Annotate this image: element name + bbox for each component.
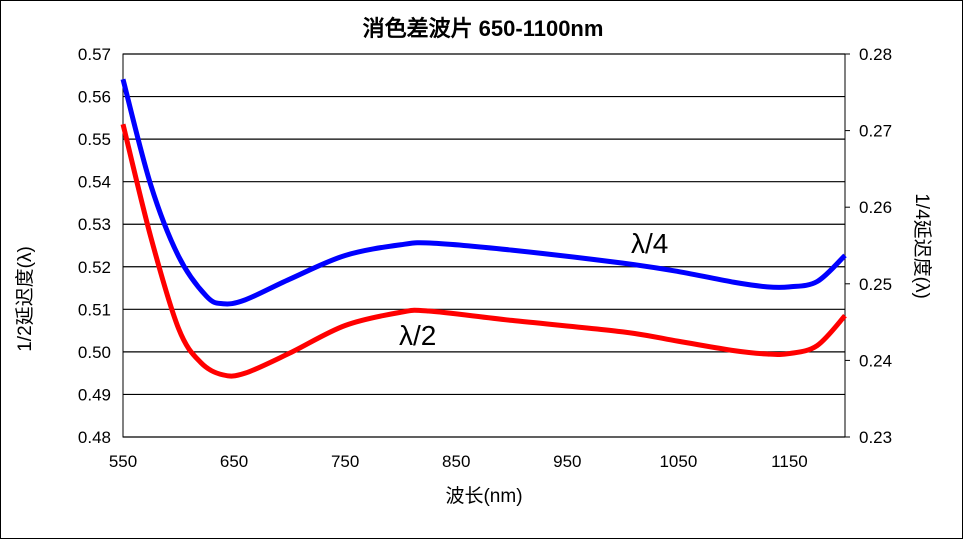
- y-left-tick-labels: 0.48 0.49 0.50 0.51 0.52 0.53 0.54 0.55 0.56 0.57: [78, 45, 111, 447]
- y-left-tick-label: 0.50: [78, 343, 111, 362]
- y-right-tick-label: 0.23: [859, 428, 892, 447]
- x-tick-label: 850: [442, 452, 470, 471]
- y-right-tick-label: 0.28: [859, 45, 892, 64]
- y-left-tick-label: 0.49: [78, 385, 111, 404]
- y-left-tick-label: 0.57: [78, 45, 111, 64]
- x-tick-label: 1150: [771, 452, 808, 471]
- x-tick-labels: 550 650 750 850 950 1050 1150: [109, 452, 808, 471]
- y-right-tick-label: 0.24: [859, 351, 892, 370]
- y-right-tick-label: 0.26: [859, 198, 892, 217]
- x-tick-label: 950: [553, 452, 581, 471]
- series-lines: [120, 78, 847, 379]
- y-right-tick-label: 0.27: [859, 122, 892, 141]
- y-left-axis-label: 1/2延迟度(λ): [14, 246, 36, 352]
- y-left-tick-label: 0.53: [78, 215, 111, 234]
- y-right-tick-labels: 0.23 0.24 0.25 0.26 0.27 0.28: [845, 45, 892, 447]
- annotation-quarter-wave: λ/4: [631, 228, 668, 259]
- y-right-tick-label: 0.25: [859, 275, 892, 294]
- annotation-half-wave: λ/2: [399, 320, 436, 351]
- x-tick-label: 650: [220, 452, 248, 471]
- plot-area-border: [122, 53, 846, 438]
- x-tick-label: 550: [109, 452, 137, 471]
- y-left-tick-label: 0.52: [78, 258, 111, 277]
- y-left-tick-label: 0.51: [78, 300, 111, 319]
- series-line-half-wave: [120, 123, 847, 379]
- chart-title: 消色差波片 650-1100nm: [363, 16, 604, 41]
- x-tick-label: 1050: [659, 452, 697, 471]
- series-line-quarter-wave: [120, 78, 847, 307]
- x-axis-label: 波长(nm): [445, 485, 522, 507]
- y-left-tick-label: 0.54: [78, 173, 111, 192]
- x-tick-label: 750: [331, 452, 359, 471]
- y-right-axis-label: 1/4延迟度(λ): [911, 193, 933, 299]
- y-left-tick-label: 0.55: [78, 130, 111, 149]
- y-left-tick-label: 0.48: [78, 428, 111, 447]
- y-left-tick-label: 0.56: [78, 88, 111, 107]
